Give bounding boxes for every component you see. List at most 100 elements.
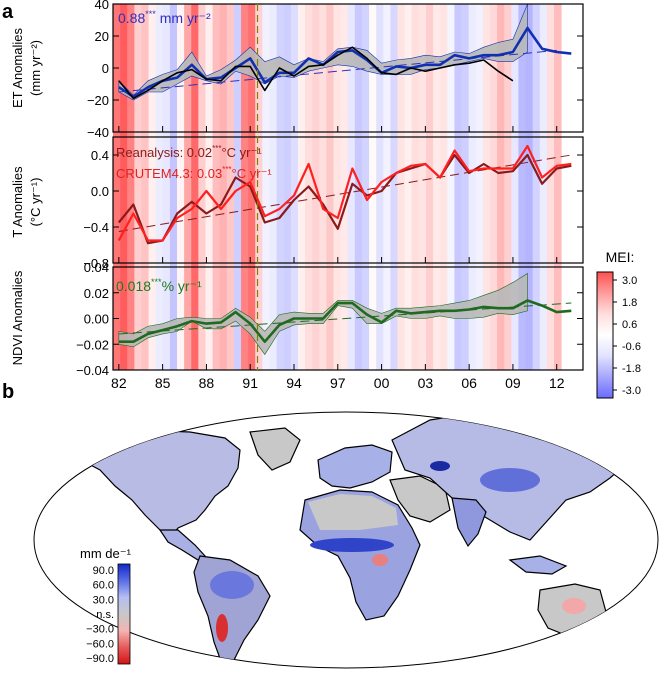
t-ylabel-units: (°C yr⁻¹) [28,178,43,227]
mei-stripe [233,4,242,370]
ndvi-ytick-label: −0.04 [76,363,109,378]
mei-stripe [546,4,555,370]
mei-stripe [340,4,349,370]
negative-patch-south-america [216,614,228,642]
ndvi-trend-line [118,302,572,335]
t-panel: 0.4 0.0 −0.4 −0.8 [83,136,584,271]
et-series-1 [118,46,514,100]
mei-stripe [553,4,562,370]
map-legend-label: −30.0 [86,624,114,636]
t-series-0 [117,153,572,245]
mei-tick-label: 0.6 [622,319,637,331]
map-legend-labels: 90.0 60.0 30.0 n.s. −30.0 −60.0 −90.0 [86,565,114,665]
mei-stripe [219,4,228,370]
mei-stripe [425,4,434,370]
ndvi-trend-units: % yr⁻¹ [162,278,202,294]
mei-stripe [397,4,406,370]
mei-stripe [205,4,214,370]
et-trend-line [118,49,557,93]
panel-label-b: b [2,381,14,403]
ndvi-series-0 [118,299,572,343]
continent-india [451,497,487,548]
t-trend-annotation-reanalysis: Reanalysis: 0.02***°C yr⁻¹ [116,144,262,160]
et-trend-annotation: 0.88*** mm yr⁻² [118,9,211,26]
et-ytick-label: 0 [102,61,109,76]
mei-tick-label: -1.8 [622,363,641,375]
x-tick-label: 03 [418,375,434,391]
et-trend-stars: *** [145,9,156,19]
x-tick-label: 82 [111,375,127,391]
mei-stripe [127,4,135,370]
mei-stripe [212,4,221,370]
mei-stripe [461,4,470,370]
map-legend-label: −60.0 [86,638,114,650]
mei-stripe [497,4,505,370]
et-ytick-label: −20 [87,93,109,108]
ndvi-ytick-label: −0.02 [76,337,109,352]
map-legend-label: 30.0 [93,594,114,606]
mei-tick-label: -3.0 [622,385,641,397]
mei-stripe [198,4,206,370]
continent-indonesia [508,555,568,575]
mei-tick-label: -0.6 [622,341,641,353]
mei-stripe [504,4,512,370]
ndvi-panel: 0.04 0.02 0.00 −0.02 −0.04 [76,260,584,378]
x-tick-label: 00 [374,375,390,391]
mei-stripe [113,4,121,370]
mei-stripe [134,4,142,370]
t-trend-annotation-crutem: CRUTEM4.3: 0.03***°C yr⁻¹ [116,165,272,181]
t-ytick-label: −0.4 [83,220,109,235]
mei-stripe [120,4,128,370]
mei-stripe [539,4,548,370]
mei-stripe [468,4,477,370]
mei-stripe [511,4,519,370]
x-tick-label: 91 [242,375,258,391]
t-crutem-suffix: °C yr⁻¹ [232,166,273,181]
mei-stripe [447,4,455,370]
t-frame [112,136,584,264]
mei-stripe [333,4,342,370]
et-panel: 40 20 0 −20 −40 [87,0,584,140]
world-map [33,411,659,669]
mei-tick-label: 1.8 [622,297,637,309]
t-ylabel: T Anomalies [10,166,25,238]
x-tick-label: 85 [155,375,171,391]
mei-stripe [241,4,249,370]
positive-patch-china [480,468,540,492]
t-reanalysis-stars: *** [212,144,221,153]
mei-stripe [255,4,263,370]
mei-stripe [283,4,292,370]
sahara-desert [308,494,398,530]
mei-stripe [326,4,334,370]
mei-stripe [411,4,420,370]
mei-colorbar-title: MEI: [606,249,635,265]
mei-stripe [276,4,285,370]
et-uncertainty-band [118,3,528,101]
mei-stripe [369,4,377,370]
ndvi-ytick-label: 0.04 [84,260,109,275]
mei-stripe [376,4,384,370]
continent-greenland [249,427,301,471]
mei-stripe [269,4,278,370]
t-reanalysis-suffix: °C yr⁻¹ [221,145,262,160]
mei-stripe [155,4,164,370]
t-crutem-prefix: CRUTEM4.3: 0.03 [116,166,222,181]
et-trend-value: 0.88 [118,10,145,26]
mei-stripe [454,4,463,370]
map-legend-label: n.s. [96,609,114,621]
mei-colorbar [596,271,614,399]
ndvi-trend-stars: *** [151,277,162,287]
ndvi-uncertainty-band [118,272,528,356]
x-axis: 82 85 88 91 94 97 00 03 06 09 12 [111,375,565,391]
et-ylabel: ET Anomalies [10,28,25,108]
mei-stripe [518,4,527,370]
sahel-band [310,538,394,552]
et-ytick-label: 40 [95,0,109,12]
mei-stripe [525,4,534,370]
et-ylabel-units: (mm yr⁻²) [28,40,43,96]
et-trend-units: mm yr⁻² [160,10,211,26]
x-tick-label: 88 [199,375,215,391]
mei-stripe [354,4,363,370]
t-reanalysis-prefix: Reanalysis: 0.02 [116,145,212,160]
